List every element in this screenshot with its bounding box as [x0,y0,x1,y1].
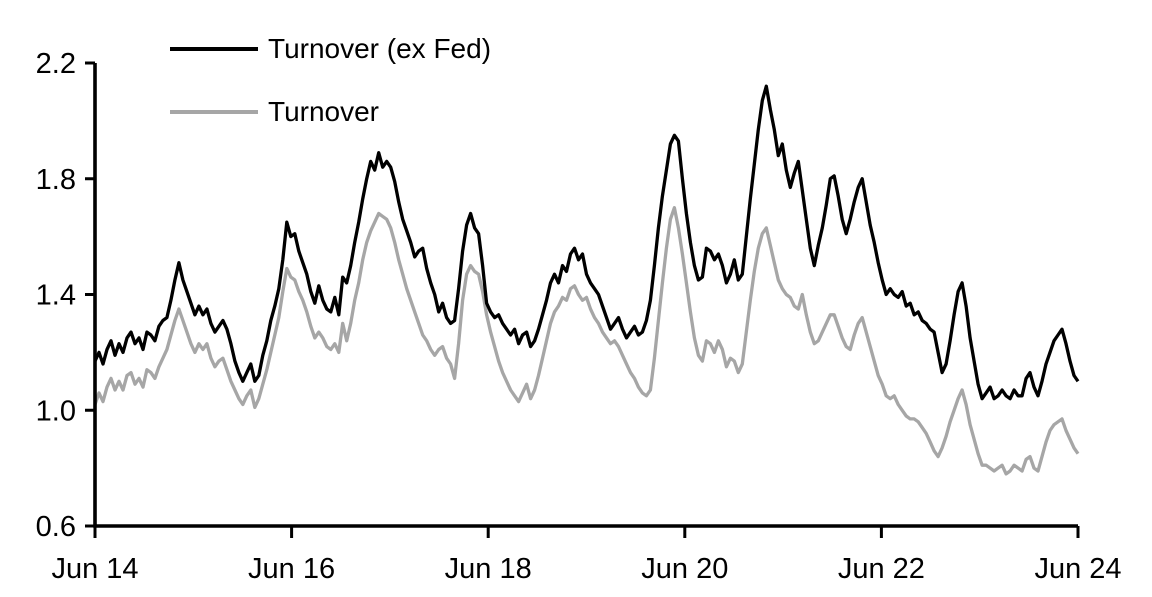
legend-label-turnover-ex-fed: Turnover (ex Fed) [268,33,492,64]
series-line-turnover-ex-fed [93,84,1080,401]
legend-line-swatch-black [170,47,258,51]
x-tick-label: Jun 24 [1034,553,1121,585]
y-tick-label: 0.6 [36,511,76,543]
x-tick-label: Jun 14 [51,553,138,585]
legend-item-turnover-ex-fed: Turnover (ex Fed) [170,34,491,64]
y-tick-label: 2.2 [36,48,76,80]
x-tick-label: Jun 22 [838,553,925,585]
y-tick-label: 1.8 [36,164,76,196]
legend-item-turnover: Turnover [170,97,379,127]
legend-line-swatch-gray [170,110,258,114]
y-tick-label: 1.4 [36,280,76,312]
series-line-turnover [93,206,1080,476]
axis-lines [93,63,1078,528]
x-tick-label: Jun 18 [445,553,532,585]
legend-label-turnover: Turnover [268,96,380,127]
x-tick-label: Jun 20 [641,553,728,585]
y-tick-label: 1.0 [36,395,76,427]
x-tick-label: Jun 16 [248,553,335,585]
